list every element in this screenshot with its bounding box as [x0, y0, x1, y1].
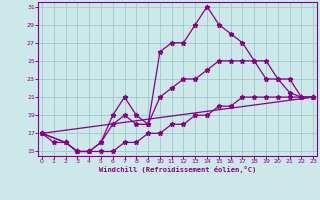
X-axis label: Windchill (Refroidissement éolien,°C): Windchill (Refroidissement éolien,°C) — [99, 166, 256, 173]
